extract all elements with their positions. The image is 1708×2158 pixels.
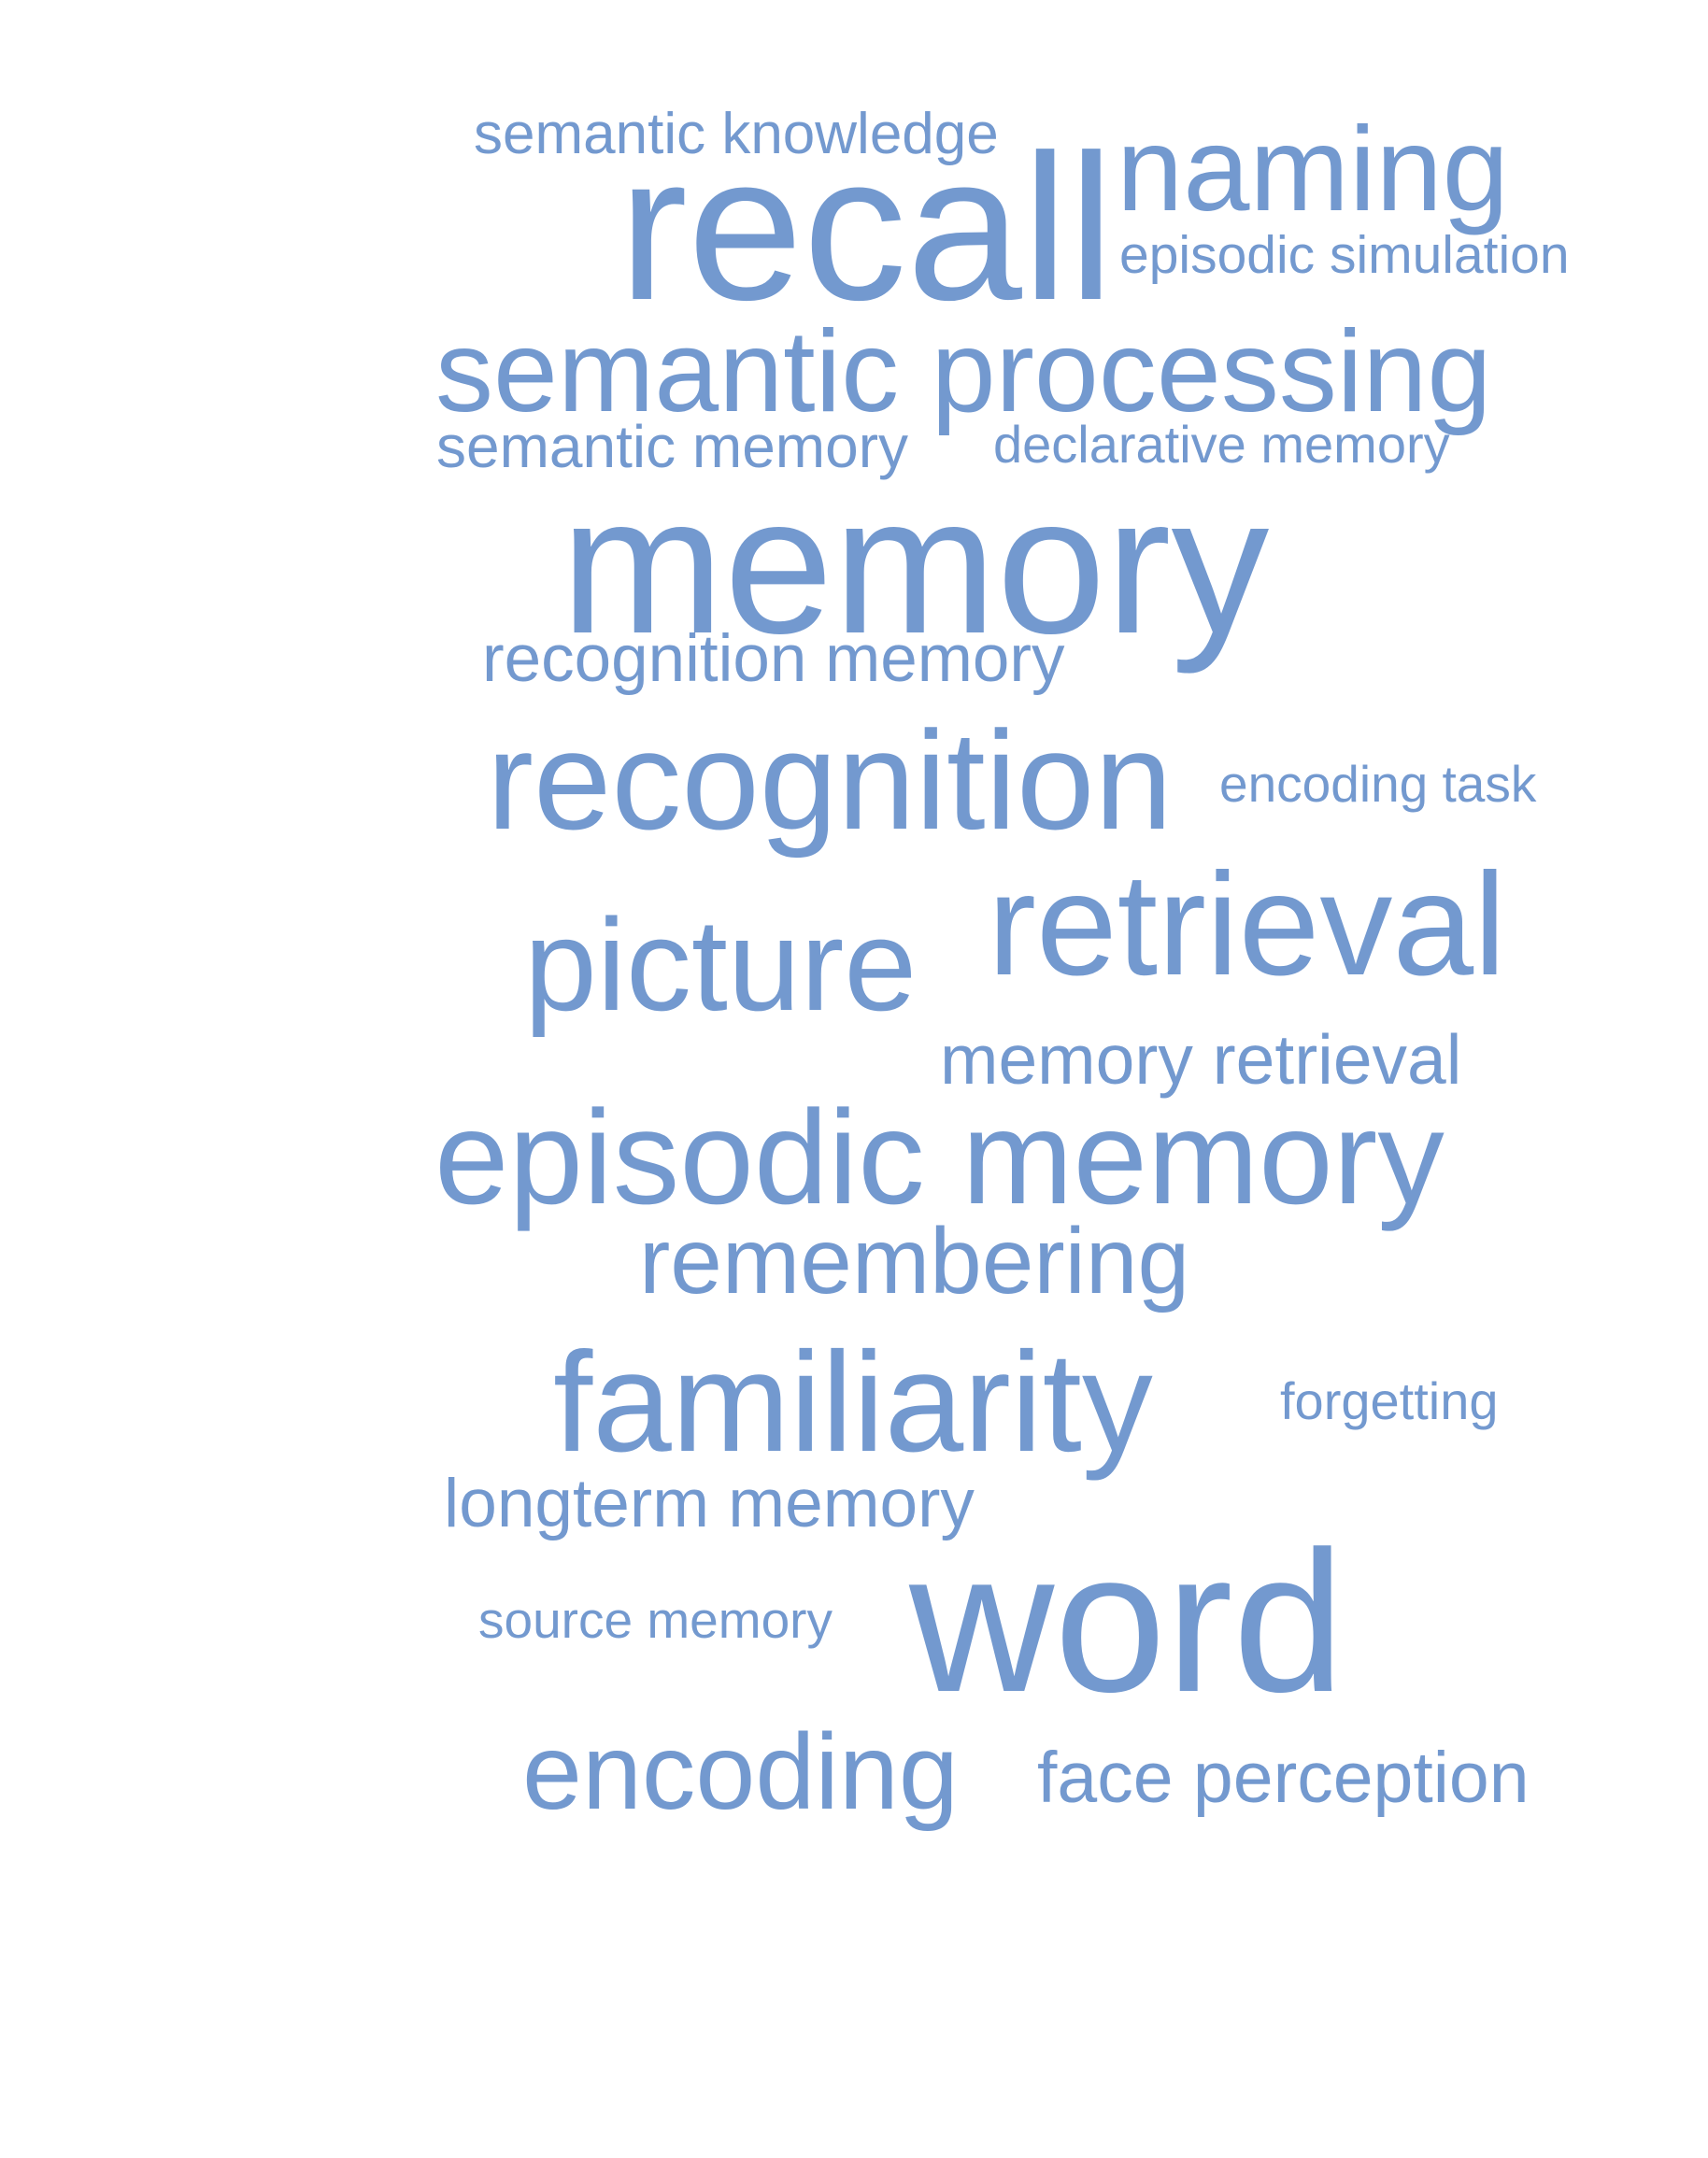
word-memory: memory xyxy=(561,455,1270,674)
word-encoding-task: encoding task xyxy=(1219,755,1537,813)
word-picture: picture xyxy=(524,891,918,1038)
word-familiarity: familiarity xyxy=(553,1323,1153,1482)
word-episodic-memory: episodic memory xyxy=(434,1084,1445,1232)
word-naming: naming xyxy=(1117,103,1509,236)
word-semantic-processing: semantic processing xyxy=(435,307,1492,436)
word-forgetting: forgetting xyxy=(1280,1371,1499,1430)
word-retrieval: retrieval xyxy=(988,844,1506,1006)
word-face-perception: face perception xyxy=(1037,1738,1530,1818)
word-episodic-simulation: episodic simulation xyxy=(1119,225,1570,285)
word-longterm-memory: longterm memory xyxy=(444,1466,975,1541)
word-memory-retrieval: memory retrieval xyxy=(940,1020,1462,1099)
word-recognition: recognition xyxy=(487,702,1173,859)
word-recall: recall xyxy=(619,112,1115,344)
word-declarative-memory: declarative memory xyxy=(993,415,1450,474)
word-word: word xyxy=(909,1509,1345,1734)
word-recognition-memory: recognition memory xyxy=(482,622,1065,696)
word-semantic-knowledge: semantic knowledge xyxy=(474,102,999,166)
word-semantic-memory: semantic memory xyxy=(436,413,908,480)
word-source-memory: source memory xyxy=(478,1591,833,1649)
word-encoding: encoding xyxy=(522,1712,959,1832)
word-remembering: remembering xyxy=(639,1209,1190,1313)
